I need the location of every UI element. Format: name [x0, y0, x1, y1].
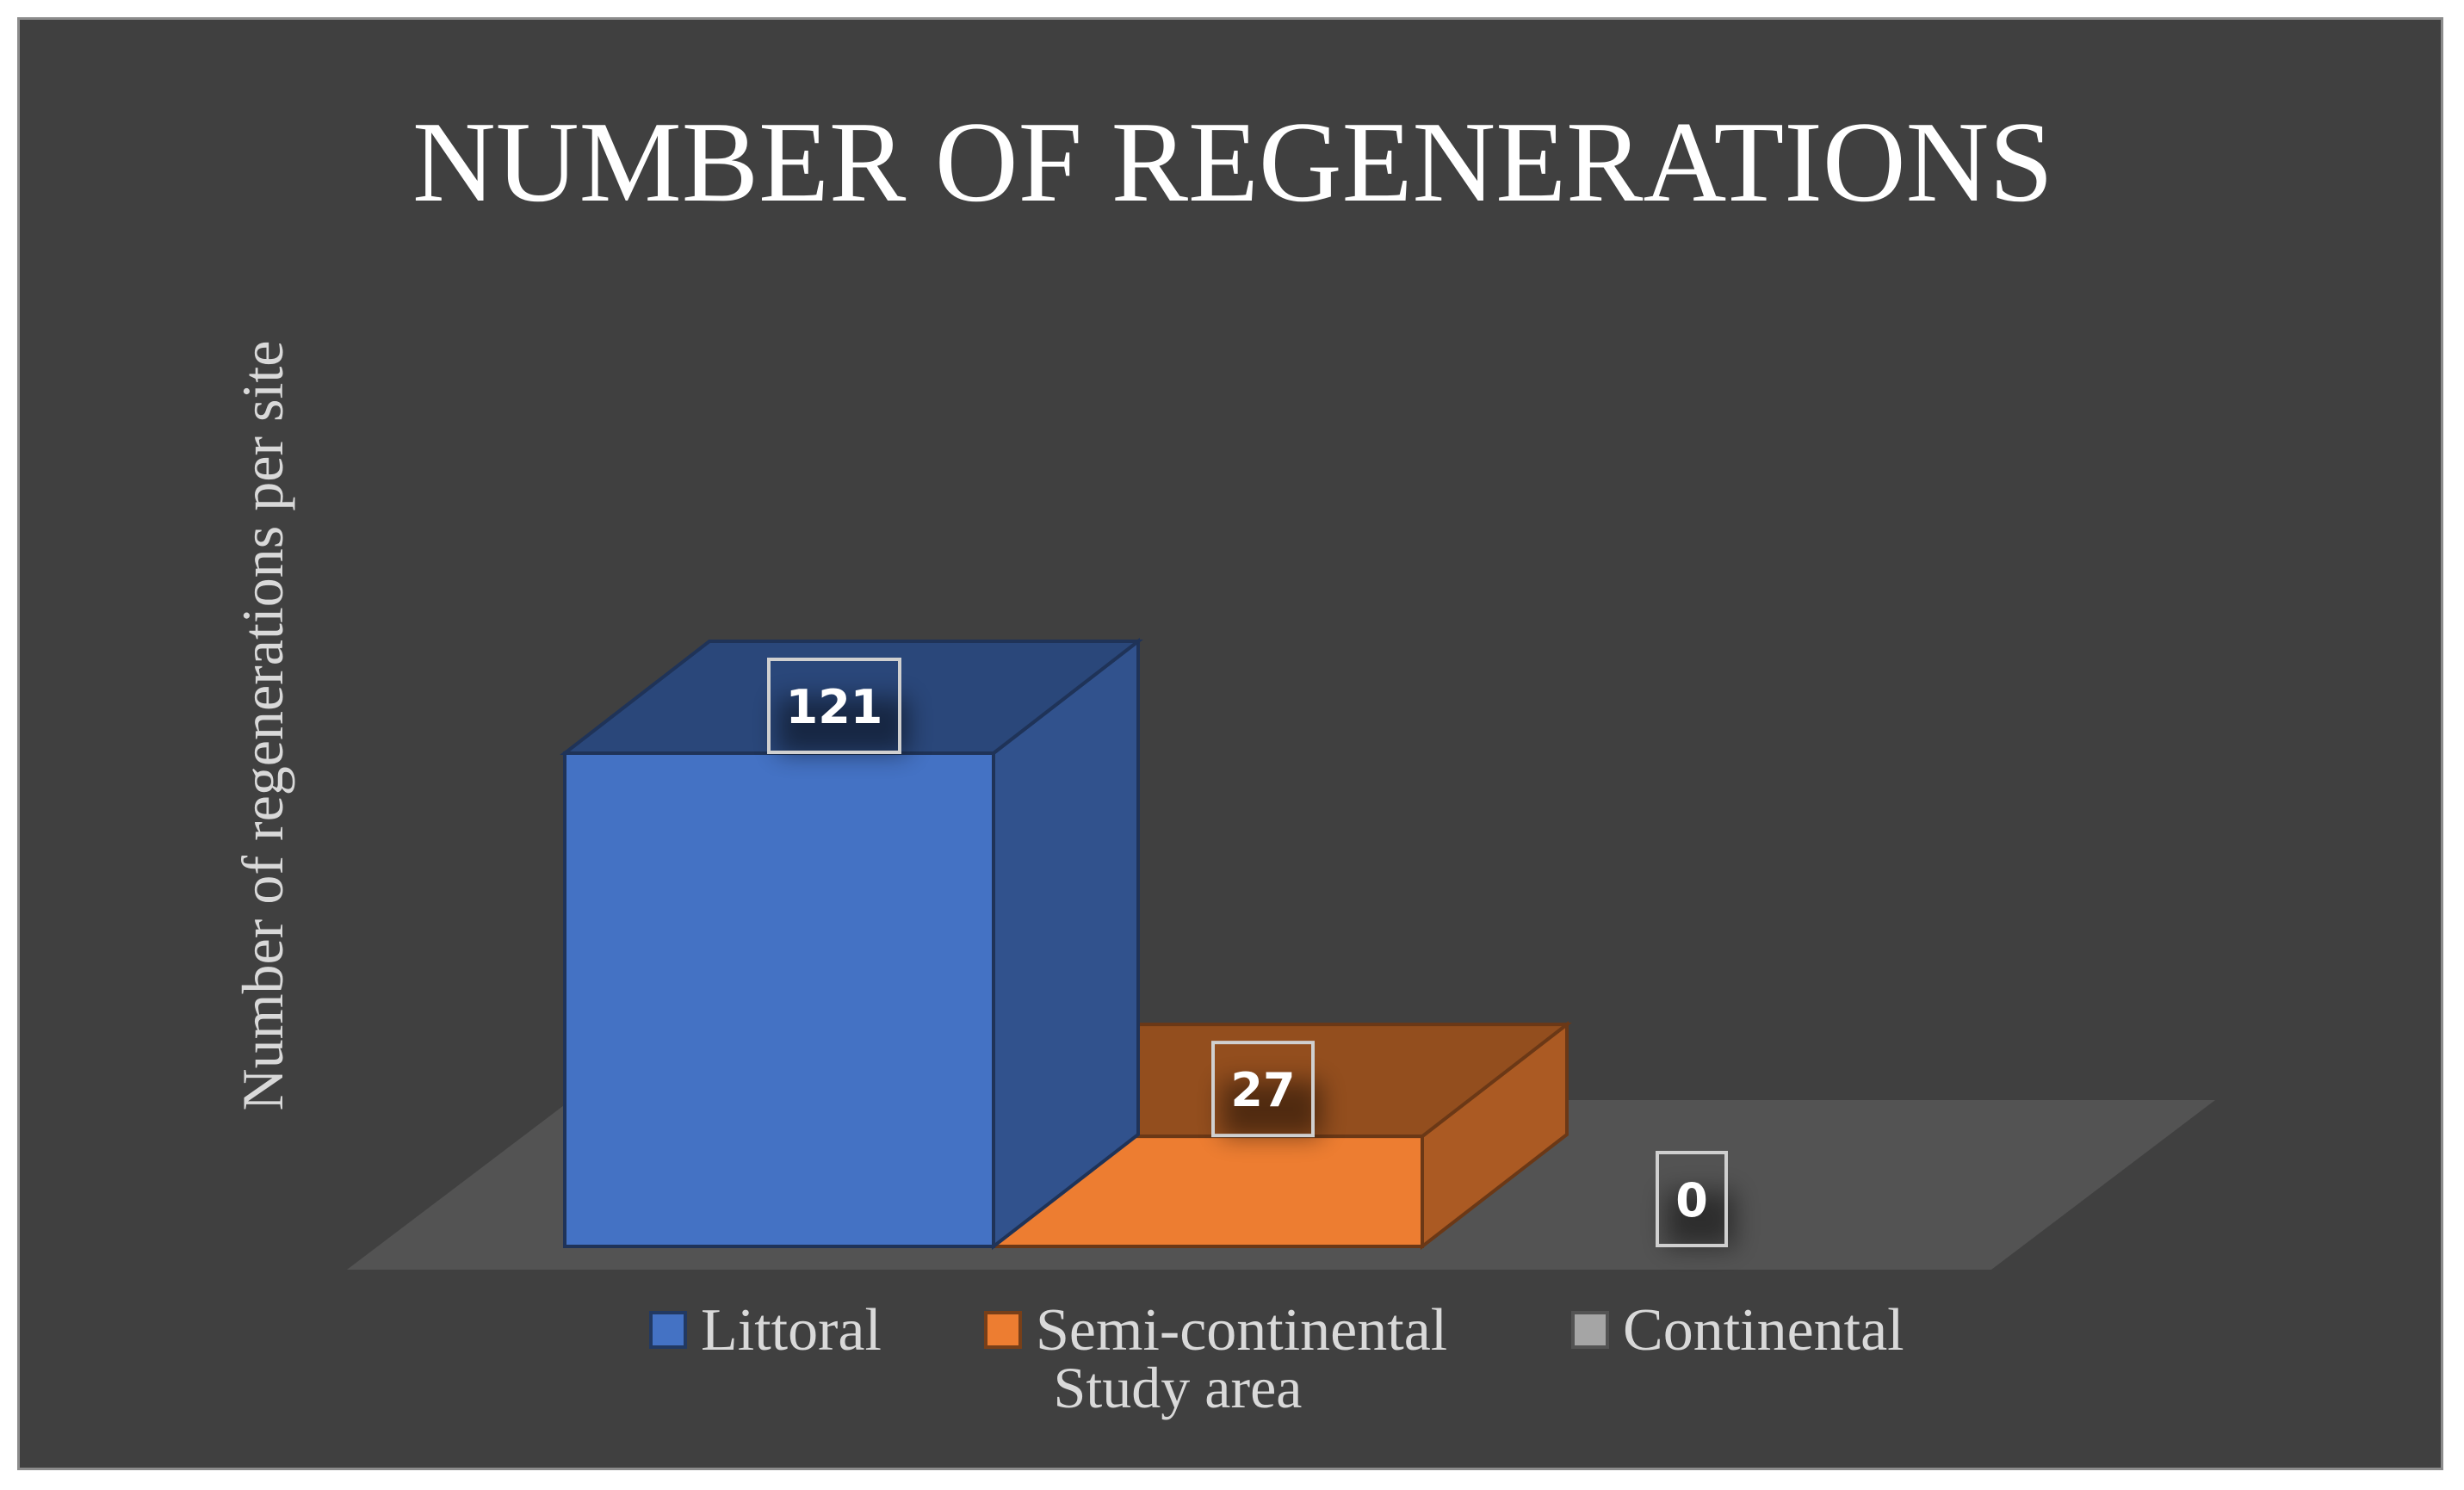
chart-title: NUMBER OF REGENERATIONS — [412, 98, 2053, 226]
legend-swatch — [1571, 1311, 1609, 1349]
legend-item-0: Littoral — [649, 1297, 882, 1363]
chart-frame: NUMBER OF REGENERATIONS Number of regene… — [17, 17, 2443, 1470]
legend-label: Continental — [1623, 1297, 1904, 1363]
chart-svg: NUMBER OF REGENERATIONS Number of regene… — [230, 98, 2215, 1420]
data-label-box — [1211, 1041, 1315, 1138]
legend-swatch — [649, 1311, 687, 1349]
data-label-shadow — [1666, 1191, 1735, 1247]
legend-item-2: Continental — [1571, 1297, 1904, 1363]
data-label-box — [1656, 1151, 1728, 1247]
bar-littoral — [560, 637, 1143, 1251]
data-label-1: 27 — [1211, 1041, 1322, 1138]
bar-front — [563, 751, 995, 1248]
y-axis-label: Number of regenerations per site — [230, 341, 295, 1111]
legend-swatch — [984, 1311, 1022, 1349]
legend-label: Littoral — [701, 1297, 882, 1363]
legend-item-1: Semi-continental — [984, 1297, 1447, 1363]
data-label-text: 0 — [1675, 1173, 1708, 1227]
data-label-box — [767, 658, 901, 754]
legend: Littoral Semi-continental Continental — [649, 1297, 1904, 1363]
legend-label: Semi-continental — [1036, 1297, 1447, 1363]
data-labels: 121 27 0 — [767, 658, 1735, 1247]
data-label-shadow — [777, 698, 908, 754]
data-label-0: 121 — [767, 658, 908, 754]
data-label-shadow — [1222, 1081, 1322, 1137]
data-label-2: 0 — [1656, 1151, 1735, 1247]
x-axis-label: Study area — [1054, 1355, 1303, 1420]
bars — [560, 637, 1572, 1251]
data-label-text: 27 — [1230, 1063, 1295, 1117]
data-label-text: 121 — [786, 680, 883, 734]
